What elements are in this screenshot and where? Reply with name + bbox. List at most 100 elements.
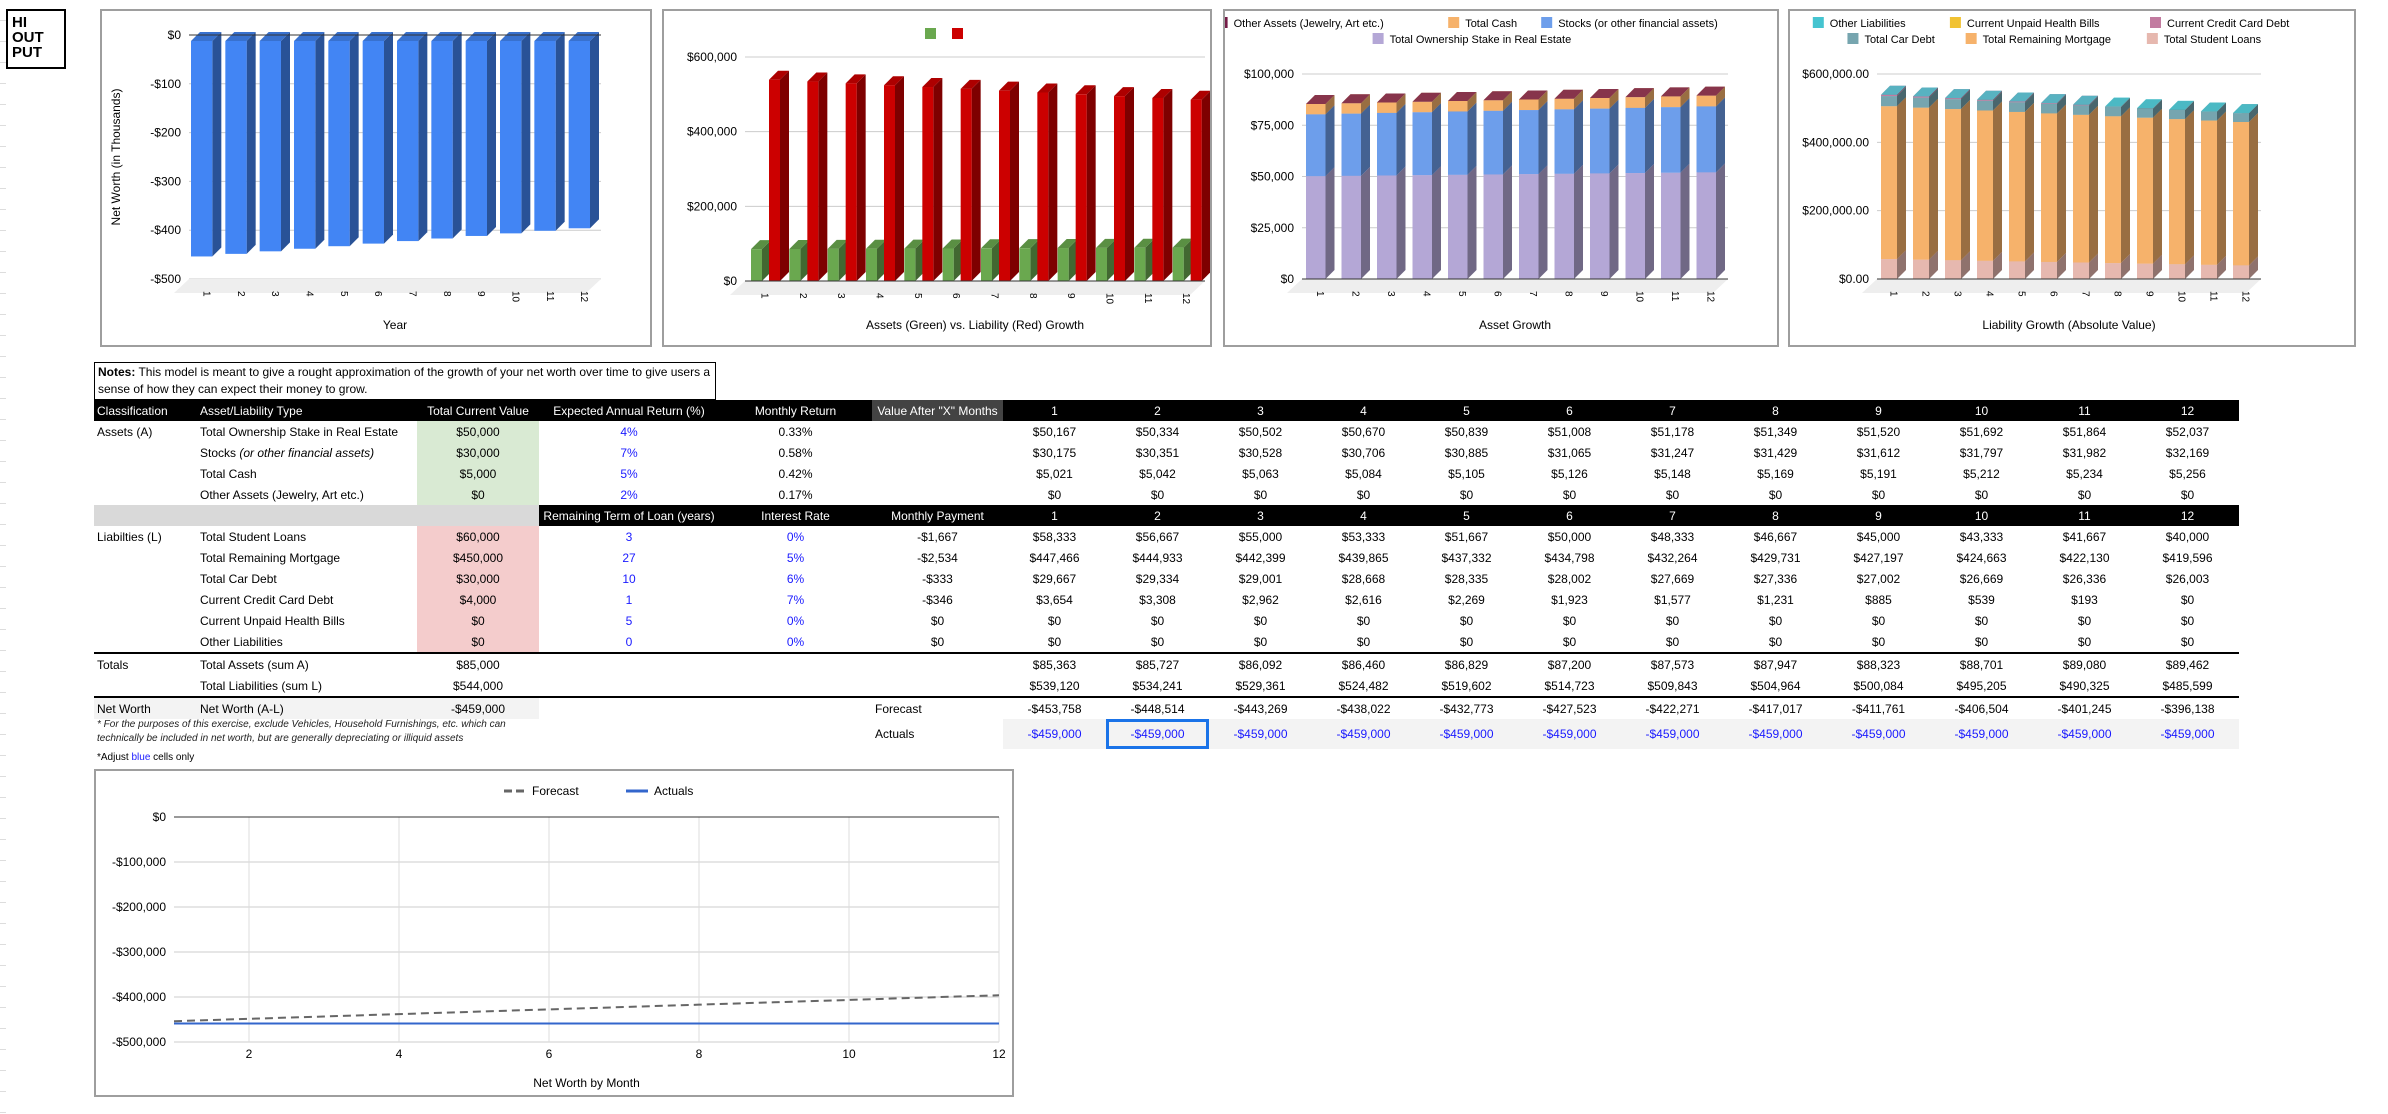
current-value-input[interactable]: $30,000: [417, 442, 539, 463]
bar: [1172, 247, 1184, 281]
bar-segment: [1913, 259, 1929, 279]
month-value: $28,002: [1547, 571, 1592, 586]
month-value: $0: [2180, 487, 2195, 502]
current-value-input[interactable]: $4,000: [417, 589, 539, 610]
bar-top-cap: [1554, 89, 1583, 99]
annual-return-input[interactable]: 5%: [620, 466, 638, 481]
actual-value-input[interactable]: -$459,000: [1312, 719, 1415, 749]
loan-term-input[interactable]: 3: [625, 529, 633, 544]
actual-value-input[interactable]: -$459,000: [1827, 719, 1930, 749]
actual-value-input[interactable]: -$459,000: [1106, 719, 1209, 749]
actual-value-input[interactable]: -$459,000: [1930, 719, 2033, 749]
y-tick-label: $0: [168, 28, 182, 42]
month-value: $52,037: [2165, 424, 2210, 439]
bar-segment: [2201, 111, 2217, 121]
actual-value-input[interactable]: -$459,000: [1724, 719, 1827, 749]
interest-rate-input[interactable]: 5%: [786, 550, 805, 565]
actual-value-input[interactable]: -$459,000: [1415, 719, 1518, 749]
month-value: $3,654: [1036, 592, 1073, 607]
loan-term-input[interactable]: 1: [625, 592, 633, 607]
bar-top-cap: [1377, 93, 1406, 103]
bar-segment: [2041, 113, 2057, 262]
bar-segment-side: [1538, 90, 1548, 111]
notes-box[interactable]: Notes: This model is meant to give a rou…: [94, 362, 716, 400]
bar-top: [568, 32, 599, 41]
month-value: $0: [1047, 613, 1062, 628]
current-value-input[interactable]: $5,000: [417, 463, 539, 484]
month-value: $447,466: [1029, 550, 1080, 565]
bar-side: [953, 239, 963, 281]
actual-value-input[interactable]: -$459,000: [1209, 719, 1312, 749]
bar: [225, 41, 247, 254]
x-tick-label: 10: [842, 1047, 856, 1061]
bar-segment: [2073, 105, 2089, 115]
bar-segment: [1448, 111, 1468, 175]
bar-top: [1152, 88, 1173, 98]
bar-segment-side: [2089, 253, 2098, 279]
liability-growth-chart[interactable]: $600,000.00 $400,000.00 $200,000.00 $0.00 Ot…: [1788, 9, 2356, 347]
interest-rate-input[interactable]: 0%: [786, 529, 805, 544]
month-value: $89,080: [2033, 652, 2136, 675]
annual-return-input[interactable]: 7%: [620, 445, 638, 460]
classification-cell: [94, 631, 197, 653]
bar-side: [246, 32, 256, 254]
actual-value-input[interactable]: -$459,000: [2033, 719, 2136, 749]
bar-side: [1010, 81, 1019, 281]
actual-value-input[interactable]: -$459,000: [2136, 719, 2239, 749]
month-value: $86,829: [1415, 652, 1518, 675]
actual-value-input[interactable]: -$459,000: [1003, 719, 1106, 749]
loan-term-input[interactable]: 5: [625, 613, 633, 628]
current-value-input[interactable]: $450,000: [417, 547, 539, 568]
interest-rate-input[interactable]: 7%: [786, 592, 805, 607]
annual-return-input[interactable]: 4%: [620, 424, 638, 439]
bar: [845, 83, 857, 282]
bar-segment: [1945, 109, 1961, 261]
month-value: $86,092: [1209, 652, 1312, 675]
current-value-input[interactable]: $0: [417, 610, 539, 631]
bar-segment-side: [1609, 164, 1619, 279]
interest-rate-input[interactable]: 6%: [786, 571, 805, 586]
bar-segment-side: [1961, 89, 1970, 100]
forecast-value: -$422,271: [1621, 696, 1724, 719]
interest-rate-input[interactable]: 0%: [786, 613, 805, 628]
bar-side: [1030, 239, 1040, 281]
actual-value-input[interactable]: -$459,000: [1518, 719, 1621, 749]
month-value: $534,241: [1132, 678, 1183, 693]
classification-cell: Liabilties (L): [97, 529, 162, 544]
interest-rate-input[interactable]: 0%: [786, 634, 805, 649]
current-value-input[interactable]: $50,000: [417, 421, 539, 442]
loan-term-input[interactable]: 27: [622, 550, 636, 565]
bar-segment-side: [1361, 94, 1370, 114]
bar-segment: [1696, 106, 1716, 173]
bar-segment-side: [1432, 92, 1441, 113]
month-value: $434,798: [1544, 550, 1595, 565]
bar-segment: [1696, 172, 1716, 279]
loan-term-input[interactable]: 0: [625, 634, 633, 649]
annual-return-input[interactable]: 2%: [620, 487, 638, 502]
y-tick-label: -$200: [150, 126, 181, 140]
loan-term-input[interactable]: 10: [622, 571, 636, 586]
current-value-input[interactable]: $0: [417, 484, 539, 505]
bar-segment: [2041, 103, 2057, 114]
legend-label: Other Assets (Jewelry, Art etc.): [1234, 18, 1384, 30]
net-worth-by-month-line-chart[interactable]: $0 -$100,000 -$200,000 -$300,000 -$400,000 -$…: [94, 769, 1014, 1097]
blank-header: [94, 505, 197, 526]
actual-value-input[interactable]: -$459,000: [1621, 719, 1724, 749]
net-worth-by-year-chart[interactable]: $0 -$100 -$200 -$300 -$400 -$500 1 2 3 4 5 6 7 8 9 10 11…: [100, 9, 652, 347]
bar-segment: [1977, 260, 1993, 279]
month-value: $0: [1356, 613, 1371, 628]
assets-vs-liabilities-chart[interactable]: $600,000 $400,000 $200,000 $0 1 2 3 4 5 6 7 8 9 10 11 1…: [662, 9, 1212, 347]
bar-segment: [1377, 102, 1397, 113]
current-value-input[interactable]: $60,000: [417, 526, 539, 547]
type-label: Total Cash: [200, 466, 257, 481]
month-value: $5,126: [1551, 466, 1588, 481]
asset-growth-chart[interactable]: $100,000 $75,000 $50,000 $25,000 $0 Other Ass…: [1223, 9, 1779, 347]
monthly-payment-cell: -$2,534: [917, 550, 958, 565]
legend-swatch: [1372, 33, 1384, 44]
current-value-input[interactable]: $30,000: [417, 568, 539, 589]
month-value: $51,692: [1959, 424, 2004, 439]
current-value-input[interactable]: $0: [417, 631, 539, 653]
bar: [1190, 99, 1202, 281]
bar: [1037, 92, 1049, 282]
bar-segment-side: [1716, 97, 1725, 173]
